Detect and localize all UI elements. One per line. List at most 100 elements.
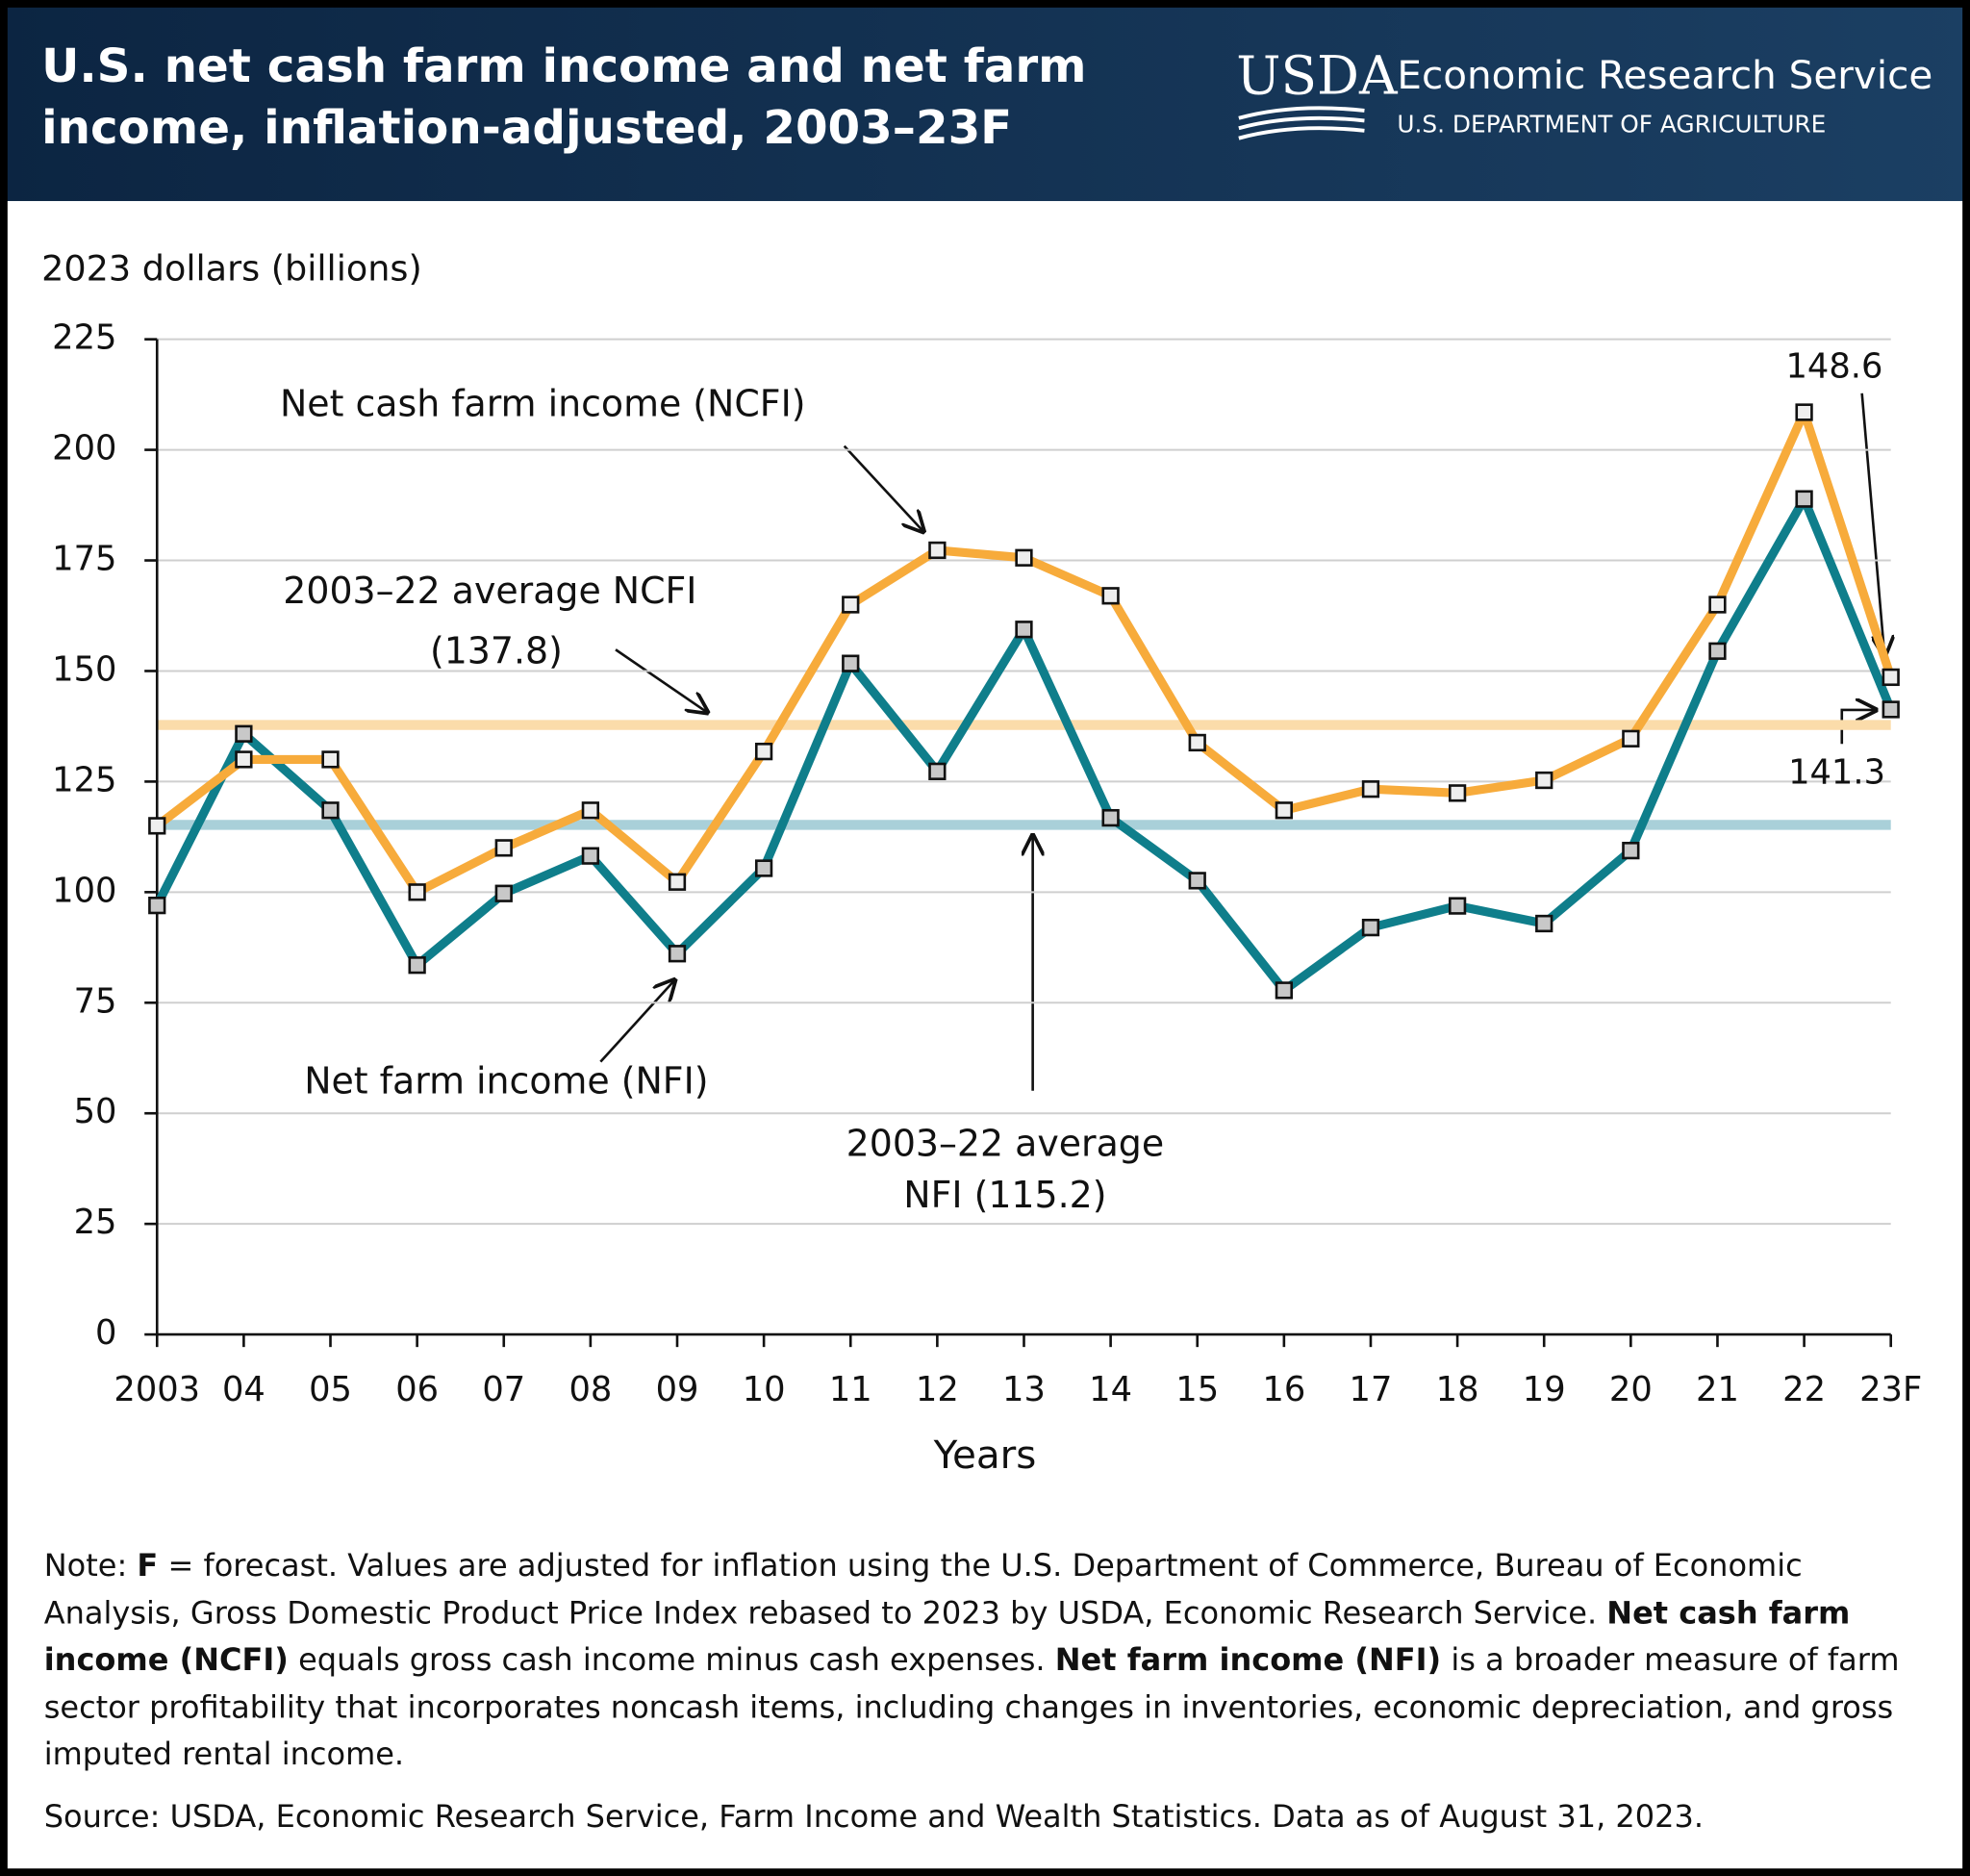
x-tick-label: 07 xyxy=(482,1370,525,1409)
logo-swoosh xyxy=(1238,106,1365,140)
note: Note: F = forecast. Values are adjusted … xyxy=(44,1542,1929,1778)
marker xyxy=(581,847,600,865)
marker xyxy=(408,883,426,901)
x-tick-label: 11 xyxy=(829,1370,872,1409)
marker xyxy=(1101,808,1120,827)
arrow xyxy=(1860,393,1885,656)
y-tick-label: 100 xyxy=(52,871,116,910)
source: Source: USDA, Economic Research Service,… xyxy=(43,1798,1705,1835)
arrow xyxy=(843,444,923,532)
marker xyxy=(1535,914,1553,933)
marker xyxy=(235,750,253,769)
marker xyxy=(1448,784,1467,802)
note-segment: is a broader measure of farm sector prof… xyxy=(43,1640,1900,1772)
marker xyxy=(1708,642,1727,660)
marker xyxy=(1101,587,1120,605)
x-tick-label: 17 xyxy=(1350,1370,1393,1409)
marker xyxy=(754,859,773,877)
marker xyxy=(1188,733,1206,752)
x-tick-label: 16 xyxy=(1262,1370,1305,1409)
note-segment: Net cash farm income (NCFI) xyxy=(43,1593,1851,1678)
marker xyxy=(1015,548,1033,567)
marker xyxy=(321,750,340,769)
agency: Economic Research Service xyxy=(1397,52,1932,98)
marker xyxy=(235,724,253,743)
x-tick-label: 13 xyxy=(1002,1370,1046,1409)
marker xyxy=(408,956,426,975)
x-tick-label: 05 xyxy=(309,1370,352,1409)
x-tick-label: 15 xyxy=(1175,1370,1219,1409)
marker xyxy=(1795,403,1813,421)
note-segment: equals gross cash income minus cash expe… xyxy=(288,1640,1055,1678)
x-tick-label: 23F xyxy=(1859,1370,1922,1409)
marker xyxy=(1275,981,1293,1000)
title: income, inflation-adjusted, 2003–23F xyxy=(41,101,1012,155)
x-axis-title: Years xyxy=(933,1432,1037,1478)
marker xyxy=(148,817,166,835)
marker xyxy=(1622,841,1640,860)
y-tick-label: 175 xyxy=(52,540,116,579)
note-segment: Net farm income (NFI) xyxy=(1054,1640,1442,1678)
marker xyxy=(1448,897,1467,915)
arrow xyxy=(599,980,674,1063)
marker xyxy=(1622,729,1640,748)
marker xyxy=(928,541,947,560)
x-tick-label: 09 xyxy=(656,1370,699,1409)
x-tick-label: 04 xyxy=(222,1370,265,1409)
x-tick-label: 06 xyxy=(395,1370,439,1409)
x-tick-label: 08 xyxy=(568,1370,612,1409)
marker xyxy=(754,743,773,761)
marker xyxy=(668,945,687,963)
marker xyxy=(321,801,340,820)
marker xyxy=(148,896,166,915)
marker xyxy=(1015,621,1033,639)
logo: USDA xyxy=(1236,45,1399,107)
x-tick-label: 20 xyxy=(1609,1370,1653,1409)
marker xyxy=(1708,596,1727,614)
reference-label: NFI (115.2) xyxy=(903,1174,1106,1216)
y-tick-label: 50 xyxy=(74,1092,117,1131)
x-tick-label: 22 xyxy=(1782,1370,1826,1409)
note-segment: = forecast. Values are adjusted for infl… xyxy=(43,1546,1803,1631)
y-axis-title: 2023 dollars (billions) xyxy=(41,247,422,289)
series-label: Net cash farm income (NCFI) xyxy=(280,382,806,424)
y-tick-label: 25 xyxy=(74,1203,117,1242)
y-tick-label: 125 xyxy=(52,760,116,799)
note-segment: Note: xyxy=(43,1546,138,1584)
marker xyxy=(1535,771,1553,790)
x-tick-label: 18 xyxy=(1436,1370,1479,1409)
x-tick-label: 21 xyxy=(1696,1370,1739,1409)
y-tick-label: 225 xyxy=(52,318,116,358)
marker xyxy=(494,884,513,902)
y-tick-label: 0 xyxy=(95,1313,116,1353)
marker xyxy=(494,839,513,857)
x-tick-label: 14 xyxy=(1089,1370,1132,1409)
marker xyxy=(842,654,860,672)
x-tick-label: 19 xyxy=(1523,1370,1566,1409)
arrow xyxy=(615,648,707,712)
reference-label: 2003–22 average xyxy=(846,1123,1164,1165)
y-tick-label: 200 xyxy=(52,429,116,469)
header-band xyxy=(0,0,1970,201)
reference-label: (137.8) xyxy=(430,630,563,672)
x-tick-label: 2003 xyxy=(114,1370,200,1409)
value-label: 148.6 xyxy=(1785,347,1882,387)
value-label: 141.3 xyxy=(1788,753,1885,793)
marker xyxy=(1361,918,1380,937)
reference-label: 2003–22 average NCFI xyxy=(283,570,696,612)
marker xyxy=(842,596,860,614)
note-segment: F xyxy=(137,1546,159,1584)
x-tick-label: 12 xyxy=(916,1370,959,1409)
marker xyxy=(581,801,600,820)
marker xyxy=(1882,700,1900,719)
y-tick-label: 75 xyxy=(74,981,117,1021)
marker xyxy=(1275,801,1293,820)
x-tick-label: 10 xyxy=(743,1370,786,1409)
series-label: Net farm income (NFI) xyxy=(304,1059,708,1102)
y-tick-label: 150 xyxy=(52,649,116,689)
marker xyxy=(1361,780,1380,799)
